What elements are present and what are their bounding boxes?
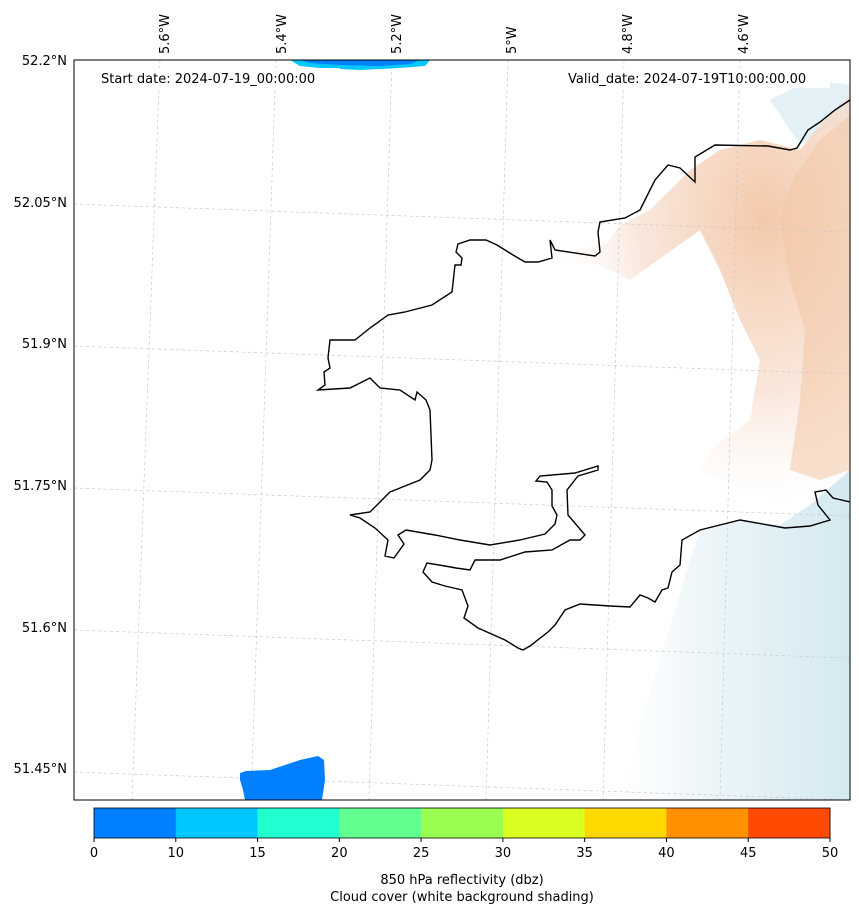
colorbar-swatch — [257, 808, 340, 838]
lat-tick-label: 51.45°N — [14, 762, 67, 777]
colorbar-swatch — [421, 808, 504, 838]
lon-tick-label: 5.6°W — [158, 14, 173, 54]
start-date-label: Start date: 2024-07-19_00:00:00 — [101, 72, 315, 87]
valid-date-label: Valid_date: 2024-07-19T10:00:00.00 — [568, 72, 806, 87]
colorbar-tick-label: 35 — [576, 846, 593, 861]
colorbar-swatch — [175, 808, 259, 838]
latitude-labels: 52.2°N 52.05°N 51.9°N 51.75°N 51.6°N 51.… — [14, 54, 67, 777]
colorbar-swatch — [666, 808, 749, 838]
lat-tick-label: 51.6°N — [22, 621, 67, 636]
colorbar-swatch — [502, 808, 586, 838]
colorbar-label: 850 hPa reflectivity (dbz) — [380, 873, 543, 888]
lat-tick-label: 52.05°N — [14, 196, 67, 211]
colorbar-tick-label: 0 — [90, 846, 98, 861]
sea-shading — [625, 470, 850, 800]
lat-tick-label: 51.75°N — [14, 479, 67, 494]
colorbar-ticks: 0 10 15 20 25 30 35 40 45 50 — [90, 838, 838, 861]
colorbar-tick-label: 45 — [740, 846, 757, 861]
colorbar-tick-label: 20 — [331, 846, 348, 861]
colorbar — [93, 807, 831, 839]
colorbar-swatch — [94, 808, 177, 838]
colorbar-swatch — [339, 808, 422, 838]
colorbar-tick-label: 40 — [658, 846, 675, 861]
longitude-labels: 5.6°W 5.4°W 5.2°W 5°W 4.8°W 4.6°W — [158, 14, 752, 54]
colorbar-border — [93, 807, 831, 839]
reflectivity-blob-south — [240, 756, 325, 800]
lat-tick-label: 52.2°N — [22, 54, 67, 69]
coastline — [315, 99, 850, 651]
colorbar-tick-label: 30 — [495, 846, 512, 861]
cloud-cover-core — [780, 115, 850, 480]
colorbar-swatch — [748, 808, 831, 838]
lon-tick-label: 4.8°W — [621, 14, 636, 54]
colorbar-tick-label: 25 — [413, 846, 430, 861]
colorbar-swatch — [584, 808, 667, 838]
colorbar-tick-label: 50 — [822, 846, 839, 861]
colorbar-tick-label: 15 — [249, 846, 266, 861]
lat-tick-label: 51.9°N — [22, 337, 67, 352]
lon-tick-label: 5.4°W — [275, 14, 290, 54]
sea-shading-upper — [770, 80, 850, 145]
lon-tick-label: 4.6°W — [737, 14, 752, 54]
lon-tick-label: 5.2°W — [390, 14, 405, 54]
map-frame — [73, 59, 851, 801]
colorbar-caption: Cloud cover (white background shading) — [330, 890, 594, 905]
reflectivity-blob-north-core — [300, 60, 420, 66]
cloud-cover-shading — [560, 95, 850, 505]
colorbar-tick-label: 10 — [168, 846, 185, 861]
lon-tick-label: 5°W — [505, 26, 520, 54]
